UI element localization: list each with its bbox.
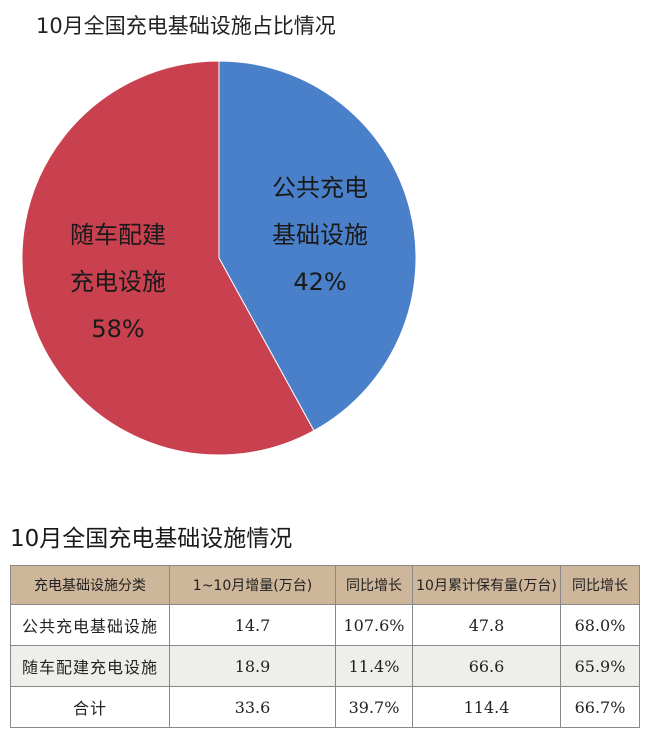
header-increment: 1~10月增量(万台) <box>169 565 336 605</box>
slice-label-public: 公共充电 基础设施 42% <box>250 165 390 306</box>
cell-yoy-increment: 11.4% <box>335 645 413 687</box>
slice-label-public-line2: 基础设施 <box>272 221 368 249</box>
slice-label-vehicle-line2: 充电设施 <box>70 268 166 296</box>
cell-yoy-cumulative: 68.0% <box>560 604 640 646</box>
chart-title: 10月全国充电基础设施占比情况 <box>36 14 336 38</box>
cell-category: 合计 <box>10 686 170 728</box>
slice-label-vehicle-value: 58% <box>91 315 145 343</box>
cell-yoy-increment: 39.7% <box>335 686 413 728</box>
table-title: 10月全国充电基础设施情况 <box>10 526 293 552</box>
cell-yoy-cumulative: 66.7% <box>560 686 640 728</box>
cell-yoy-increment: 107.6% <box>335 604 413 646</box>
table-row: 公共充电基础设施 14.7 107.6% 47.8 68.0% <box>10 604 640 646</box>
slice-label-public-line1: 公共充电 <box>272 174 368 202</box>
header-yoy-increment: 同比增长 <box>335 565 413 605</box>
pie-chart <box>21 60 417 456</box>
cell-cumulative: 114.4 <box>412 686 561 728</box>
cell-yoy-cumulative: 65.9% <box>560 645 640 687</box>
header-category: 充电基础设施分类 <box>10 565 170 605</box>
pie-slice-vehicle <box>21 60 315 456</box>
cell-increment: 14.7 <box>169 604 336 646</box>
header-cumulative: 10月累计保有量(万台) <box>412 565 561 605</box>
cell-category: 随车配建充电设施 <box>10 645 170 687</box>
table-header-row: 充电基础设施分类 1~10月增量(万台) 同比增长 10月累计保有量(万台) 同… <box>10 565 640 605</box>
slice-label-public-value: 42% <box>293 268 347 296</box>
cell-category: 公共充电基础设施 <box>10 604 170 646</box>
pie-slice-public <box>218 60 417 432</box>
infrastructure-table: 充电基础设施分类 1~10月增量(万台) 同比增长 10月累计保有量(万台) 同… <box>10 565 640 728</box>
cell-cumulative: 47.8 <box>412 604 561 646</box>
table-row-total: 合计 33.6 39.7% 114.4 66.7% <box>10 686 640 728</box>
cell-increment: 33.6 <box>169 686 336 728</box>
slice-label-vehicle: 随车配建 充电设施 58% <box>48 212 188 353</box>
header-yoy-cumulative: 同比增长 <box>560 565 640 605</box>
table-row: 随车配建充电设施 18.9 11.4% 66.6 65.9% <box>10 645 640 687</box>
cell-increment: 18.9 <box>169 645 336 687</box>
cell-cumulative: 66.6 <box>412 645 561 687</box>
slice-label-vehicle-line1: 随车配建 <box>70 221 166 249</box>
